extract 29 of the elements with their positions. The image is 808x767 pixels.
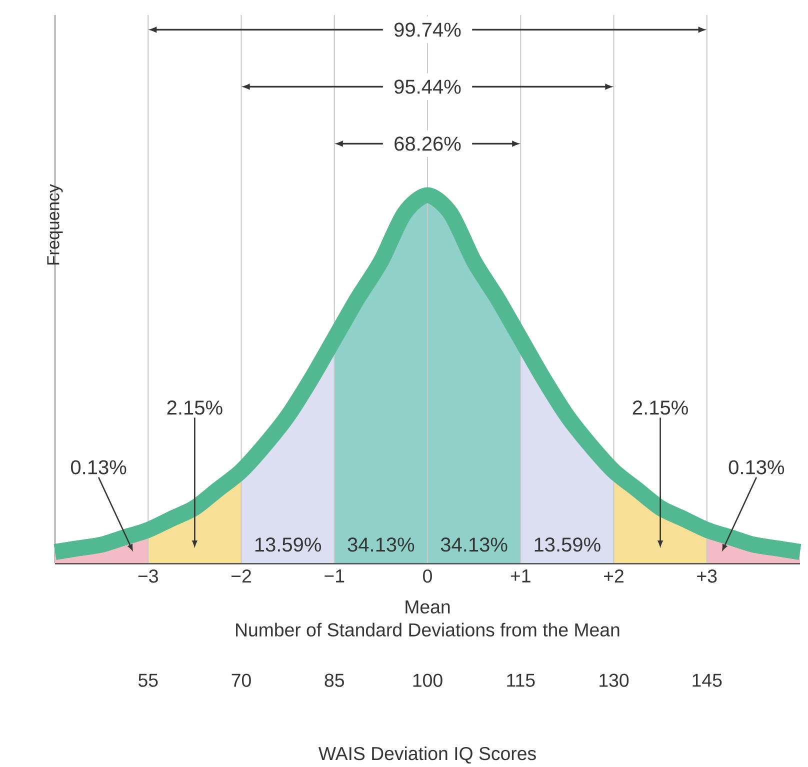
x2-tick-label: 100	[413, 674, 442, 687]
x-tick-label: +2	[604, 569, 624, 583]
x2-tick-label: 115	[507, 674, 535, 687]
annotation: 2.15%	[632, 400, 688, 415]
x-tick-label: +3	[697, 569, 717, 583]
x-axis-title: Number of Standard Deviations from the Mean	[236, 622, 620, 637]
y-axis-title: Frequency	[47, 184, 63, 265]
x-tick-label: −2	[232, 569, 251, 583]
x2-tick-label: 70	[232, 674, 251, 687]
x-tick-label: +1	[510, 569, 530, 582]
annotation: 2.15%	[167, 400, 222, 415]
x2-tick-label: 55	[138, 674, 158, 687]
annotation: 0.13%	[70, 460, 126, 474]
annotation: 0.13%	[728, 460, 784, 474]
x2-tick-label: 85	[324, 674, 344, 687]
x-tick-label: 0	[423, 569, 432, 583]
x-tick-label: −3	[138, 569, 158, 583]
text: 68.26%	[394, 136, 461, 151]
x2-tick-label: 145	[692, 674, 722, 687]
annotation: 34.13%	[348, 538, 414, 552]
annotation: 34.13%	[440, 538, 508, 552]
x-tick-label: −1	[324, 569, 344, 582]
x2-tick-label: 130	[600, 674, 629, 687]
text: 99.74%	[394, 22, 461, 37]
annotation: 13.59%	[534, 538, 600, 552]
x2-axis-title: WAIS Deviation IQ Scores	[318, 746, 536, 764]
annotation: 13.59%	[255, 538, 321, 552]
text: Mean	[406, 600, 450, 614]
text: 95.44%	[394, 80, 461, 94]
